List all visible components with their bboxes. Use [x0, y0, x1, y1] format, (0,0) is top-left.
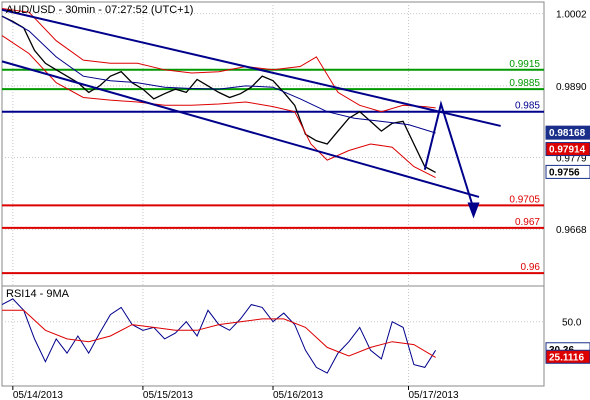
rsi-tag-box-1	[545, 349, 590, 364]
projection-arrowhead	[467, 202, 480, 219]
level-label-5: 0.96	[521, 262, 541, 273]
price-channel	[1, 8, 501, 198]
price-projection	[423, 100, 480, 219]
price-y-ticks: 1.0002 0.9890 0.9779 0.9668	[556, 10, 587, 237]
rsi-y-ticks: 50.0	[562, 318, 582, 329]
level-label-2: 0.985	[515, 101, 540, 112]
level-label-3: 0.9705	[509, 194, 540, 205]
rsi-tags: 30.3625.1116	[545, 342, 590, 364]
rsi-panel: 50.0 30.3625.1116 RSI14 - 9MA	[1, 285, 590, 387]
x-axis: 05/14/2013 05/15/2013 05/16/2013 05/17/2013	[12, 386, 459, 400]
price-tag-box-2	[545, 164, 590, 179]
rsi-plot-area	[1, 285, 545, 387]
price-grid	[2, 2, 544, 286]
level-label-1: 0.9885	[509, 78, 540, 89]
x-tick-label-3: 05/17/2013	[409, 390, 459, 400]
price-tag-box-1	[545, 142, 590, 157]
price-y-tick-label: 0.9779	[556, 154, 587, 165]
rsi-chart-title: RSI14 - 9MA	[6, 288, 70, 300]
price-tag-label-0: 0.98168	[549, 128, 586, 139]
price-y-tick-label: 0.9668	[556, 225, 587, 236]
price-levels: 0.9915 0.9885 0.985 0.9705 0.967 0.96	[2, 59, 544, 275]
price-y-tick-label: 0.9890	[556, 82, 587, 93]
projection-path	[423, 100, 475, 209]
rsi-y-tick-label: 50.0	[562, 318, 582, 329]
moving-average-line	[1, 15, 436, 134]
price-tag-label-1: 0.97914	[549, 145, 586, 156]
price-y-tick-label: 1.0002	[556, 10, 587, 21]
price-tag-label-2: 0.9756	[549, 167, 580, 178]
rsi-tag-label-1: 25.1116	[549, 352, 584, 363]
bollinger-lower-line	[1, 35, 436, 179]
x-tick-label-2: 05/16/2013	[273, 390, 323, 400]
channel-line-1	[1, 60, 480, 198]
rsi-series	[1, 298, 437, 374]
channel-line-0	[1, 8, 501, 127]
x-tick-label-1: 05/15/2013	[143, 390, 193, 400]
level-label-0: 0.9915	[509, 59, 540, 70]
price-tag-box-0	[545, 125, 590, 140]
price-chart-title: AUD/USD - 30min - 07:27:52 (UTC+1)	[6, 4, 193, 16]
price-line	[1, 15, 436, 173]
price-panel: 0.9915 0.9885 0.985 0.9705 0.967 0.96 1.0002 0…	[1, 1, 590, 287]
x-tick-label-0: 05/14/2013	[13, 390, 63, 400]
price-tags: 0.98168 0.97914 0.9756	[545, 125, 590, 179]
level-label-4: 0.967	[515, 217, 540, 228]
ma-line	[2, 309, 436, 358]
